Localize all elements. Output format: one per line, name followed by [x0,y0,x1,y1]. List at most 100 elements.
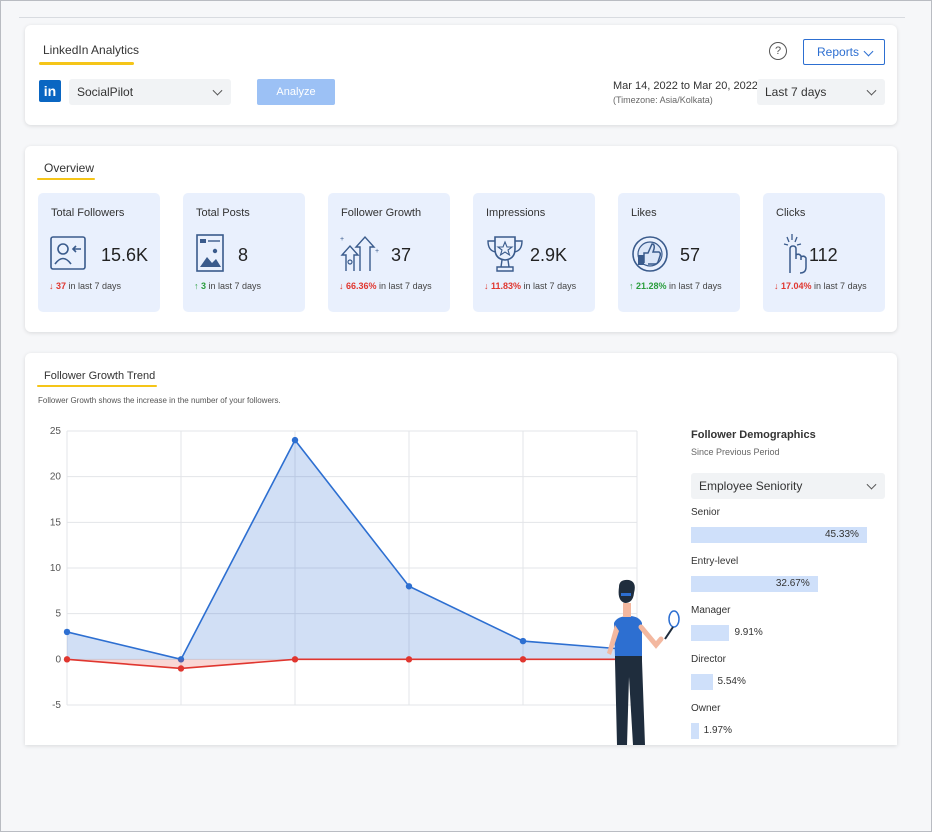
chart-series [63,436,641,672]
y-tick-label: 10 [50,563,62,574]
stat-change: ↓ 11.83% in last 7 days [484,281,577,291]
series-point [63,628,71,636]
trend-card: Follower Growth Trend Follower Growth sh… [25,353,897,745]
title-underline [39,62,134,65]
chevron-down-icon [863,46,874,57]
demographic-bar [691,723,699,739]
demographic-bar [691,576,818,592]
demographic-label: Manager [691,605,731,616]
stat-change: ↓ 37 in last 7 days [49,281,122,291]
demographic-percent: 5.54% [717,676,746,687]
overview-underline [37,178,95,180]
stat-follower-growth[interactable]: Follower Growth + + 37 ↓ 66.36% in last … [328,193,450,312]
y-tick-label: 0 [55,654,61,665]
stat-value: 2.9K [530,245,568,265]
stat-clicks[interactable]: Clicks 112 ↓ 17.04% in last 7 days [763,193,885,312]
period-select-value: Last 7 days [765,85,827,99]
thumbs-up-icon [632,236,668,272]
stat-total-posts[interactable]: Total Posts 8 ↑ 3 in last 7 days [183,193,305,312]
chart-grid [66,430,638,706]
overview-title: Overview [44,161,95,175]
demographic-percent: 45.33% [825,529,859,540]
demographics-subtitle: Since Previous Period [691,447,780,457]
demographic-label: Senior [691,507,720,518]
y-axis-ticks: 25 20 15 10 5 0 -5 [50,426,62,711]
demographics-select[interactable]: Employee Seniority [691,473,885,499]
trophy-icon [487,236,523,272]
overview-card: Overview Total Followers 15.6K ↓ 37 in l… [25,146,897,332]
series-area [67,659,637,669]
reports-button[interactable]: Reports [803,39,885,65]
account-select[interactable]: SocialPilot [69,79,231,105]
stat-likes[interactable]: Likes 57 ↑ 21.28% in last 7 days [618,193,740,312]
stat-label: Total Posts [196,207,250,219]
linkedin-icon: in [39,80,61,102]
demographics-select-value: Employee Seniority [699,479,803,493]
y-tick-label: 5 [55,609,61,620]
series-point [177,656,185,663]
chevron-down-icon [866,479,877,490]
series-point [519,656,527,663]
help-icon[interactable]: ? [769,42,787,60]
stat-value: 8 [238,245,249,265]
stat-change: ↓ 17.04% in last 7 days [774,281,867,291]
y-tick-label: 15 [50,517,62,528]
stat-change: ↑ 21.28% in last 7 days [629,281,722,291]
demographic-label: Owner [691,703,721,714]
y-tick-label: -5 [52,700,61,711]
demographics-title: Follower Demographics [691,429,816,441]
reports-button-label: Reports [817,45,860,59]
timezone: (Timezone: Asia/Kolkata) [613,95,713,105]
stat-label: Clicks [776,207,806,219]
svg-text:+: + [340,236,344,243]
trend-underline [37,385,157,387]
stat-change: ↓ 66.36% in last 7 days [339,281,432,291]
stat-change: ↑ 3 in last 7 days [194,281,262,291]
analyze-button[interactable]: Analyze [257,79,335,105]
header-card: LinkedIn Analytics in SocialPilot Analyz… [25,25,897,125]
stat-value: 37 [391,245,412,265]
stat-value: 57 [680,245,701,265]
demographic-percent: 1.97% [703,725,732,736]
pointer-hand-icon [783,234,807,274]
stat-label: Likes [631,207,657,219]
demographic-percent: 9.91% [734,627,763,638]
stat-label: Impressions [486,207,546,219]
series-area [67,440,637,660]
stat-value: 112 [809,245,838,265]
chevron-down-icon [866,85,877,96]
series-point [63,656,71,663]
y-tick-label: 25 [50,426,62,437]
page-title: LinkedIn Analytics [43,43,140,57]
demographic-bar [691,527,867,543]
demographic-bar [691,674,713,690]
stat-label: Follower Growth [341,207,422,219]
period-select[interactable]: Last 7 days [757,79,885,105]
demographic-bar [691,625,730,641]
series-point [177,665,185,672]
svg-text:+: + [375,248,379,255]
image-post-icon [196,234,224,272]
divider [19,17,905,18]
demographic-percent: 32.67% [775,578,810,589]
profile-card-icon [50,236,86,270]
stat-impressions[interactable]: Impressions 2.9K ↓ 11.83% in last 7 days [473,193,595,312]
date-range: Mar 14, 2022 to Mar 20, 2022 [613,80,758,92]
series-line [66,658,637,670]
series-point [291,656,299,663]
account-select-value: SocialPilot [77,85,134,99]
chevron-down-icon [212,85,223,96]
trend-title: Follower Growth Trend [44,370,156,382]
series-line [66,438,638,661]
person-illustration [607,579,680,745]
series-point [519,637,527,645]
stat-label: Total Followers [51,207,125,219]
demographic-label: Director [691,654,727,665]
series-point [405,583,413,590]
stat-total-followers[interactable]: Total Followers 15.6K ↓ 37 in last 7 day… [38,193,160,312]
trend-subtitle: Follower Growth shows the increase in th… [38,396,281,405]
series-point [291,436,299,444]
series-point [405,656,413,663]
